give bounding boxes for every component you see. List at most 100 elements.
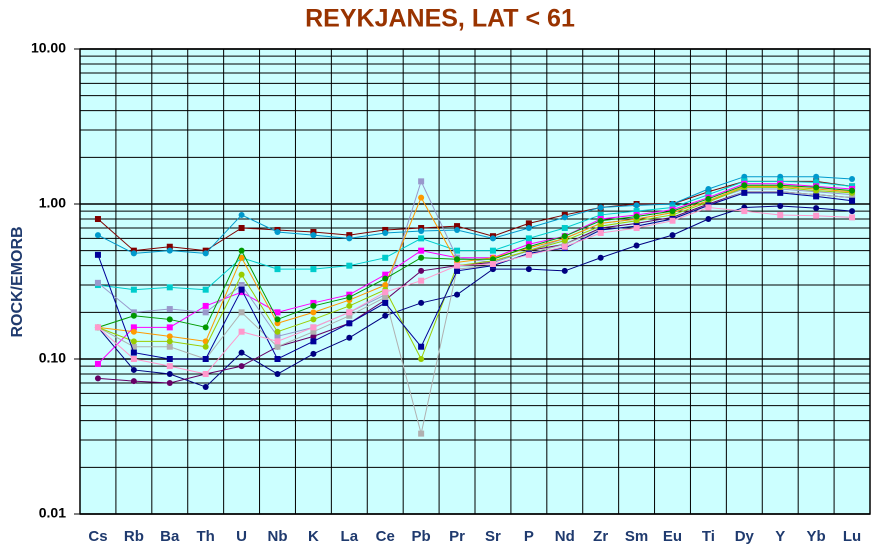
marker xyxy=(777,203,784,210)
marker xyxy=(813,205,820,212)
marker xyxy=(310,338,317,345)
marker xyxy=(777,182,784,189)
marker xyxy=(741,173,748,180)
marker xyxy=(633,242,640,249)
marker xyxy=(525,225,532,232)
marker xyxy=(310,324,317,331)
x-tick-label: Sr xyxy=(485,528,501,545)
marker xyxy=(202,324,209,331)
series-line xyxy=(97,191,853,434)
plot-border xyxy=(79,48,871,515)
marker xyxy=(274,338,281,345)
marker xyxy=(274,356,281,362)
marker xyxy=(597,211,604,218)
x-tick-label: Ba xyxy=(160,528,180,545)
marker xyxy=(382,299,389,306)
marker xyxy=(777,211,784,218)
series-line xyxy=(97,186,853,361)
marker xyxy=(597,217,604,224)
marker xyxy=(705,185,712,192)
marker xyxy=(525,251,532,258)
marker xyxy=(166,338,173,345)
marker xyxy=(525,266,532,273)
marker xyxy=(274,328,281,335)
marker xyxy=(849,208,856,215)
marker xyxy=(382,289,389,296)
x-tick-label: Yb xyxy=(807,528,826,545)
series-line xyxy=(97,180,853,252)
marker xyxy=(238,247,245,254)
marker xyxy=(454,226,461,233)
x-tick-label: Zr xyxy=(593,528,608,545)
marker xyxy=(633,213,640,220)
marker xyxy=(346,334,353,341)
marker xyxy=(561,243,568,250)
marker xyxy=(418,299,425,306)
marker xyxy=(382,294,389,301)
marker xyxy=(454,262,461,269)
marker xyxy=(849,197,856,204)
marker xyxy=(202,302,209,309)
marker xyxy=(238,328,245,335)
marker xyxy=(346,302,353,309)
marker xyxy=(346,262,353,269)
marker xyxy=(849,175,856,182)
marker xyxy=(561,267,568,274)
series-line xyxy=(97,185,853,342)
marker xyxy=(238,271,245,278)
x-tick-label: Nb xyxy=(268,528,288,545)
y-axis-label: ROCK/EMORB xyxy=(9,226,26,337)
marker xyxy=(633,225,640,232)
marker xyxy=(166,333,173,340)
marker xyxy=(669,232,676,239)
marker xyxy=(561,214,568,221)
marker xyxy=(94,279,101,286)
marker xyxy=(202,383,209,390)
marker xyxy=(418,343,425,350)
marker xyxy=(525,235,532,242)
marker xyxy=(166,316,173,323)
marker xyxy=(346,320,353,327)
marker xyxy=(418,178,425,185)
marker xyxy=(382,229,389,236)
x-tick-label: Pb xyxy=(412,528,431,545)
marker xyxy=(418,194,425,201)
marker xyxy=(669,217,676,224)
marker xyxy=(238,254,245,261)
marker xyxy=(346,232,353,239)
marker xyxy=(849,214,856,221)
marker xyxy=(238,282,245,289)
marker xyxy=(130,286,137,293)
x-tick-label: Ce xyxy=(376,528,395,545)
marker xyxy=(418,254,425,261)
marker xyxy=(561,233,568,240)
marker xyxy=(238,225,245,232)
x-tick-label: La xyxy=(341,528,359,545)
marker xyxy=(633,202,640,209)
marker xyxy=(274,343,281,350)
marker xyxy=(274,228,281,235)
marker xyxy=(130,309,137,316)
marker xyxy=(166,343,173,350)
marker xyxy=(741,189,748,196)
marker xyxy=(238,211,245,218)
marker xyxy=(238,363,245,370)
marker xyxy=(130,366,137,373)
marker xyxy=(166,284,173,291)
marker xyxy=(202,371,209,378)
marker xyxy=(166,356,173,362)
marker xyxy=(94,375,101,382)
marker xyxy=(94,251,101,258)
marker xyxy=(705,204,712,211)
marker xyxy=(669,208,676,215)
marker xyxy=(94,232,101,239)
marker xyxy=(130,338,137,345)
y-tick-label: 0.10 xyxy=(39,350,66,366)
marker xyxy=(274,309,281,316)
marker xyxy=(418,430,425,437)
marker xyxy=(561,225,568,232)
marker xyxy=(849,194,856,201)
marker xyxy=(202,356,209,362)
marker xyxy=(310,350,317,357)
